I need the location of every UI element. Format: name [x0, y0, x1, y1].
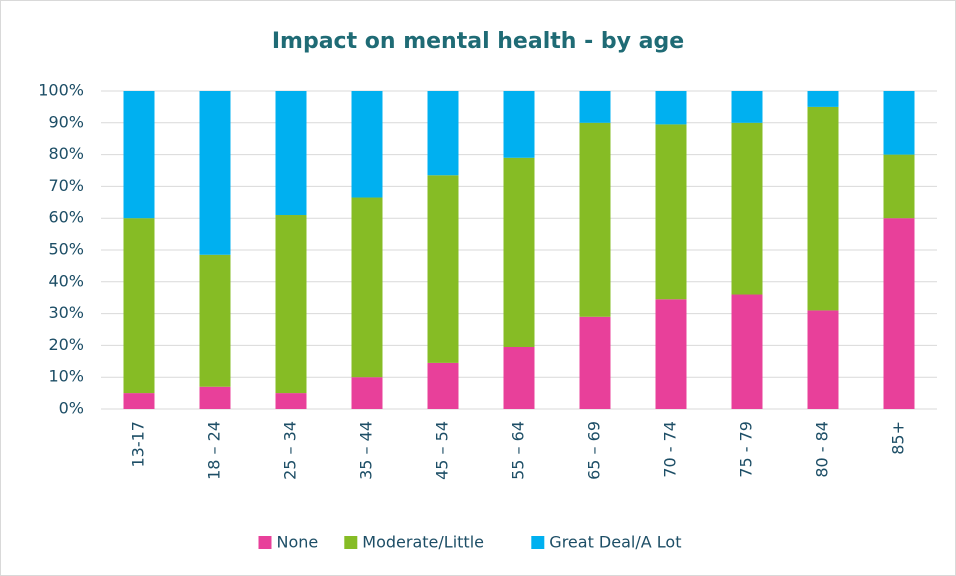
y-tick-label: 90% [48, 112, 84, 131]
y-tick-label: 20% [48, 335, 84, 354]
bar-segment [503, 157, 535, 347]
bar-segment [883, 154, 915, 219]
bar-segment [579, 91, 611, 123]
legend-label: None [277, 533, 319, 552]
bar-segment [883, 91, 915, 155]
bar-segment [579, 122, 611, 317]
x-tick-label: 55 – 64 [509, 421, 528, 480]
legend-swatch [258, 536, 272, 549]
x-tick-label: 75 - 79 [737, 421, 756, 478]
bar-segment [427, 362, 459, 409]
y-tick-label: 0% [59, 399, 84, 418]
x-tick-label: 45 – 54 [433, 421, 452, 480]
chart-title: Impact on mental health - by age [272, 29, 684, 54]
bar-segment [427, 175, 459, 363]
bar-segment [503, 346, 535, 409]
bar-segment [275, 393, 307, 409]
bar-segment [807, 91, 839, 107]
bar-segment [351, 197, 383, 378]
bar-segment [199, 386, 231, 409]
y-tick-label: 100% [38, 81, 84, 100]
legend-swatch [344, 536, 358, 549]
bar-segment [655, 299, 687, 409]
x-tick-label: 65 – 69 [585, 421, 604, 480]
bar-segment [807, 310, 839, 409]
x-tick-label: 25 – 34 [281, 421, 300, 480]
bar-segment [731, 122, 763, 295]
bar-segment [503, 91, 535, 158]
bar-segment [655, 91, 687, 125]
bar-segment [731, 91, 763, 123]
bar-segment [731, 294, 763, 409]
x-tick-label: 13-17 [129, 421, 148, 468]
bar-segment [655, 124, 687, 300]
legend-label: Moderate/Little [362, 533, 484, 552]
y-tick-label: 60% [48, 208, 84, 227]
y-tick-label: 40% [48, 271, 84, 290]
bar-segment [199, 91, 231, 255]
y-tick-label: 50% [48, 240, 84, 259]
bar-segment [883, 218, 915, 409]
bar-segment [123, 393, 155, 409]
x-tick-label: 18 – 24 [205, 421, 224, 480]
bar-segment [351, 377, 383, 409]
bar-segment [275, 215, 307, 394]
bar-segment [579, 316, 611, 409]
bar-segment [351, 91, 383, 198]
bar-segment [123, 218, 155, 394]
y-tick-label: 10% [48, 367, 84, 386]
bar-segment [275, 91, 307, 216]
y-tick-label: 80% [48, 144, 84, 163]
x-tick-label: 85+ [889, 421, 908, 455]
legend-label: Great Deal/A Lot [549, 533, 681, 552]
x-tick-label: 35 – 44 [357, 421, 376, 480]
x-tick-label: 70 - 74 [661, 421, 680, 478]
bar-segment [199, 254, 231, 387]
x-tick-label: 80 - 84 [813, 421, 832, 478]
y-tick-label: 30% [48, 303, 84, 322]
legend-swatch [531, 536, 545, 549]
y-tick-label: 70% [48, 176, 84, 195]
bar-segment [807, 106, 839, 311]
bar-segment [123, 91, 155, 219]
bar-segment [427, 91, 459, 176]
